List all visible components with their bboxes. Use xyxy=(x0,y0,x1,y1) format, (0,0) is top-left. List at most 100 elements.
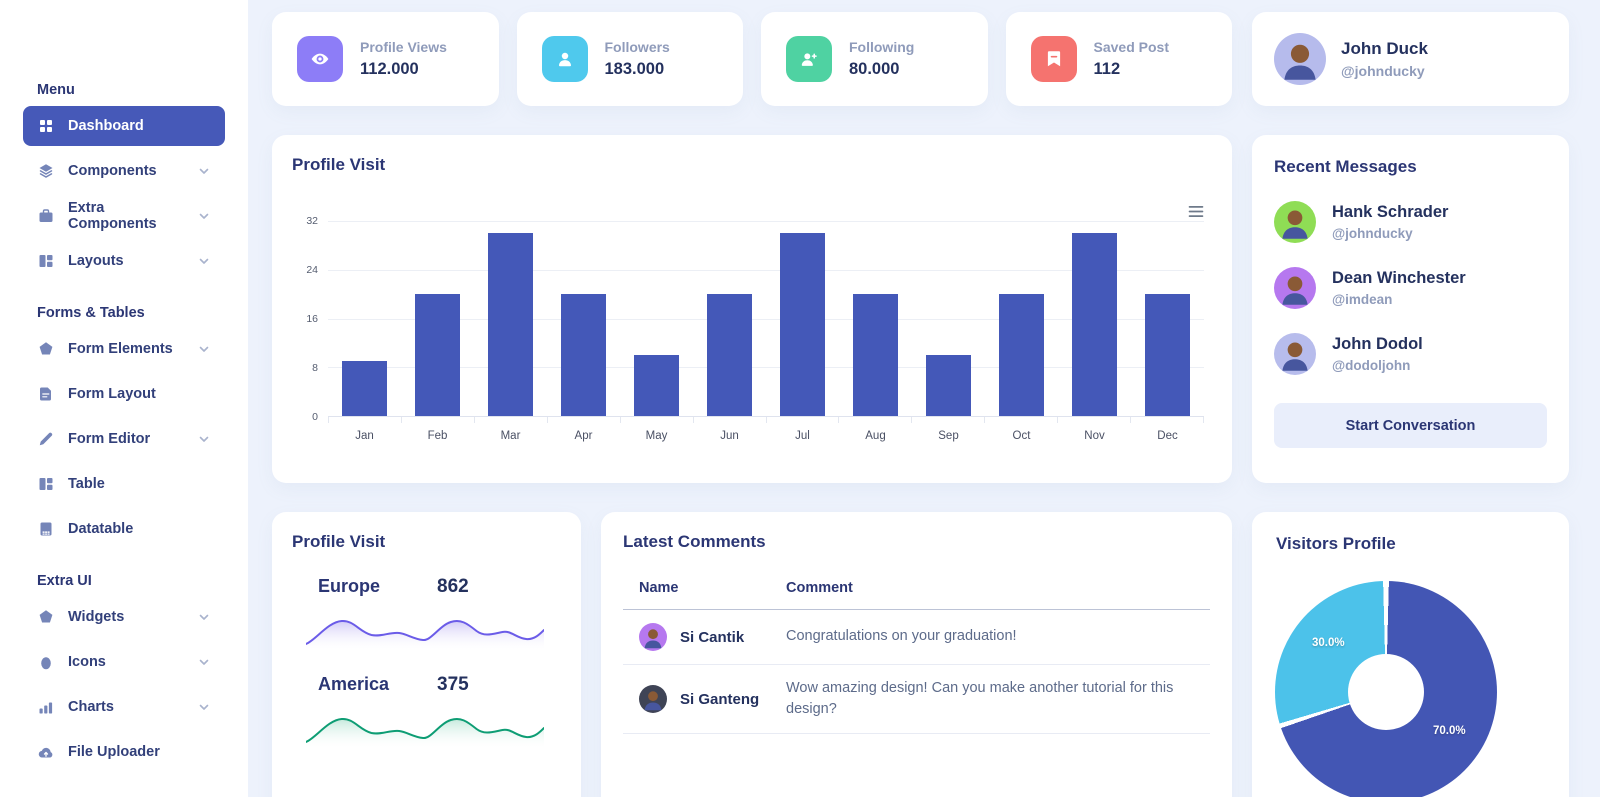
stat-value: 112 xyxy=(1093,60,1121,78)
bar xyxy=(414,294,461,416)
main-content: Profile Views 112.000 Followers 183.000 … xyxy=(248,0,1600,797)
latest-comments-card: Latest Comments Name Comment Si Cantik C… xyxy=(601,512,1232,797)
bar-chart-icon xyxy=(38,699,54,715)
sidebar-item-label: Icons xyxy=(68,654,106,670)
sidebar-item-layouts[interactable]: Layouts xyxy=(23,241,225,281)
donut-chart: 30.0% 70.0% xyxy=(1275,581,1497,797)
sidebar-item-form-elements[interactable]: Form Elements xyxy=(23,329,225,369)
bar xyxy=(998,294,1045,416)
bookmark-icon xyxy=(1030,36,1077,82)
stats-row: Profile Views 112.000 Followers 183.000 … xyxy=(272,12,1232,106)
sidebar: Menu Dashboard Components Extra Componen… xyxy=(0,0,248,797)
region-name: America xyxy=(318,674,390,694)
sidebar-item-widgets[interactable]: Widgets xyxy=(23,597,225,637)
y-axis: 32 24 16 8 0 xyxy=(292,215,328,423)
sidebar-item-table[interactable]: Table xyxy=(23,464,225,504)
chevron-down-icon xyxy=(198,611,210,623)
message-item[interactable]: Hank Schrader @johnducky xyxy=(1274,201,1547,243)
layout-icon xyxy=(38,253,54,269)
donut-label-30: 30.0% xyxy=(1312,637,1345,649)
message-sender-name: Hank Schrader xyxy=(1332,203,1449,221)
stat-value: 183.000 xyxy=(604,60,665,78)
stat-label: Followers xyxy=(604,39,670,55)
chevron-down-icon xyxy=(198,343,210,355)
widget-icon xyxy=(38,609,54,625)
y-tick: 16 xyxy=(306,313,318,325)
card-title: Recent Messages xyxy=(1274,157,1417,176)
start-conversation-button[interactable]: Start Conversation xyxy=(1274,403,1547,448)
sidebar-item-label: Layouts xyxy=(68,253,124,269)
stat-value: 80.000 xyxy=(849,60,900,78)
sidebar-item-components[interactable]: Components xyxy=(23,151,225,191)
sidebar-item-form-layout[interactable]: Form Layout xyxy=(23,374,225,414)
avatar xyxy=(1274,33,1326,85)
hamburger-icon[interactable] xyxy=(1188,205,1204,223)
chevron-down-icon xyxy=(198,701,210,713)
visitors-profile-card: Visitors Profile 30.0% 70.0% xyxy=(1252,512,1569,797)
pentagon-icon xyxy=(38,341,54,357)
bar xyxy=(925,355,972,416)
avatar xyxy=(1274,267,1316,309)
sidebar-item-form-editor[interactable]: Form Editor xyxy=(23,419,225,459)
table-row: Si Ganteng Wow amazing design! Can you m… xyxy=(623,665,1210,735)
message-item[interactable]: John Dodol @dodoljohn xyxy=(1274,333,1547,375)
stat-card-following: Following 80.000 xyxy=(761,12,988,106)
bars xyxy=(328,221,1204,416)
sidebar-item-charts[interactable]: Charts xyxy=(23,687,225,727)
message-sender-name: John Dodol xyxy=(1332,335,1423,353)
bar xyxy=(706,294,753,416)
stat-card-followers: Followers 183.000 xyxy=(516,12,743,106)
y-tick: 32 xyxy=(306,215,318,227)
chevron-down-icon xyxy=(198,165,210,177)
europe-sparkline xyxy=(306,619,544,650)
chevron-down-icon xyxy=(198,656,210,668)
message-sender-name: Dean Winchester xyxy=(1332,269,1466,287)
chevron-down-icon xyxy=(198,433,210,445)
bar xyxy=(1071,233,1118,416)
pen-icon xyxy=(38,431,54,447)
message-sender-handle: @imdean xyxy=(1332,292,1393,307)
grid-icon xyxy=(38,118,54,134)
datatable-icon xyxy=(38,521,54,537)
sidebar-section-menu: Menu xyxy=(37,82,75,98)
sidebar-item-label: Components xyxy=(68,163,157,179)
column-header-comment: Comment xyxy=(786,580,853,596)
sidebar-item-dashboard[interactable]: Dashboard xyxy=(23,106,225,146)
user-handle: @johnducky xyxy=(1341,63,1425,79)
card-title: Visitors Profile xyxy=(1276,534,1396,553)
sidebar-item-icons[interactable]: Icons xyxy=(23,642,225,682)
table-icon xyxy=(38,476,54,492)
stat-card-saved-post: Saved Post 112 xyxy=(1005,12,1232,106)
stat-label: Following xyxy=(849,39,915,55)
sidebar-item-datatable[interactable]: Datatable xyxy=(23,509,225,549)
egg-icon xyxy=(38,654,54,670)
sidebar-item-file-uploader[interactable]: File Uploader xyxy=(23,732,225,772)
recent-messages-card: Recent Messages Hank Schrader @johnducky… xyxy=(1252,135,1569,483)
sidebar-section-extra-ui: Extra UI xyxy=(37,573,92,589)
bar xyxy=(779,233,826,416)
card-title: Latest Comments xyxy=(623,532,766,551)
sidebar-item-label: Form Editor xyxy=(68,431,151,447)
user-plus-icon xyxy=(786,36,832,82)
avatar xyxy=(639,685,667,714)
user-icon xyxy=(541,36,588,82)
card-title: Profile Visit xyxy=(292,155,386,174)
region-value: 375 xyxy=(437,674,469,695)
layers-icon xyxy=(38,163,54,179)
eye-icon xyxy=(297,36,343,82)
avatar xyxy=(639,623,667,651)
y-tick: 8 xyxy=(312,362,318,374)
sidebar-item-label: File Uploader xyxy=(68,744,160,760)
message-item[interactable]: Dean Winchester @imdean xyxy=(1274,267,1547,309)
sidebar-section-forms-tables: Forms & Tables xyxy=(37,305,145,321)
bar xyxy=(852,294,899,416)
sidebar-item-label: Charts xyxy=(68,699,114,715)
user-profile-card: John Duck @johnducky xyxy=(1252,12,1569,106)
briefcase-icon xyxy=(38,208,54,224)
chevron-down-icon xyxy=(198,255,210,267)
sidebar-item-extra-components[interactable]: Extra Components xyxy=(23,196,225,236)
cloud-upload-icon xyxy=(38,744,54,760)
comment-text: Congratulations on your graduation! xyxy=(786,628,1017,645)
bottom-row: Profile Visit Europe 862 America 375 xyxy=(272,512,1232,797)
